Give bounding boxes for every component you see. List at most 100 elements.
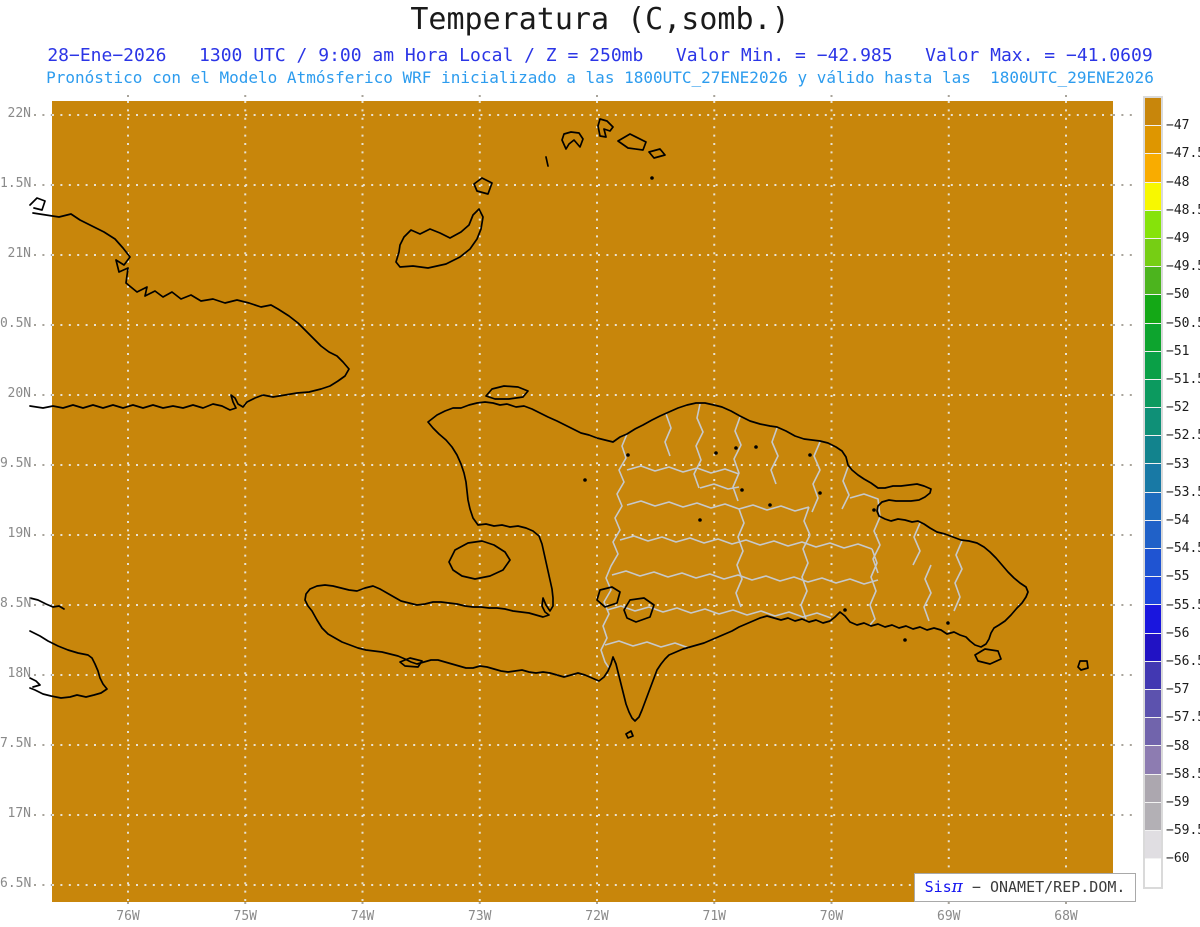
colorbar-tick-label: −48.5 [1166, 202, 1200, 218]
islet-dot [650, 176, 654, 180]
inland-lakes-outline [596, 586, 655, 623]
coastlines [29, 118, 1089, 739]
small-islands-coastline [395, 118, 1089, 739]
lon-tick-label: 75W [233, 909, 257, 924]
lat-tick-label: 21N [7, 246, 31, 261]
colorbar-cell [1145, 802, 1161, 831]
colorbar-tick-label: −47.5 [1166, 146, 1200, 162]
lat-tick-label: 0.5N [0, 316, 32, 331]
colorbar-cell [1145, 464, 1161, 493]
colorbar-cell [1145, 182, 1161, 211]
colorbar-tick-label: −49.5 [1166, 259, 1200, 275]
colorbar-tick-label: −57 [1166, 682, 1190, 698]
colorbar-tick-label: −50.5 [1166, 315, 1200, 331]
colorbar-cell [1145, 267, 1161, 296]
islet-dot [754, 445, 758, 449]
colorbar-tick-label: −49 [1166, 231, 1190, 246]
colorbar-cell [1145, 154, 1161, 183]
subtitle-model-info: Pronóstico con el Modelo Atmósferico WRF… [46, 68, 1154, 87]
colorbar-cell [1145, 210, 1161, 239]
colorbar-tick-label: −60 [1166, 851, 1190, 867]
colorbar-cell [1145, 661, 1161, 690]
colorbar-tick-label: −48 [1166, 174, 1190, 190]
colorbar-cell [1145, 605, 1161, 634]
lon-tick-label: 73W [468, 909, 492, 924]
colorbar-cell [1145, 492, 1161, 521]
colorbar-cell [1145, 746, 1161, 775]
colorbar-cell [1145, 520, 1161, 549]
lat-tick-label: 20N [7, 386, 31, 401]
colorbar-tick-label: −53 [1166, 456, 1190, 472]
islet-dot [843, 608, 847, 612]
colorbar-cell [1145, 830, 1161, 860]
lat-lon-gridlines [34, 95, 1137, 909]
lon-tick-label: 74W [350, 909, 375, 924]
lat-tick-label: 6.5N [0, 876, 32, 891]
colorbar-cell [1145, 859, 1161, 888]
colorbar-cell [1145, 633, 1161, 662]
colorbar-tick-label: −55.5 [1166, 597, 1200, 613]
lat-tick-label: 8.5N [0, 596, 32, 611]
colorbar-cell [1145, 549, 1161, 578]
subtitle-valid-time: 28−Ene−2026 1300 UTC / 9:00 am Hora Loca… [47, 45, 1153, 66]
lat-tick-label: 19N [7, 526, 31, 541]
lon-tick-label: 71W [702, 909, 726, 924]
islet-dot [698, 518, 702, 522]
colorbar-tick-label: −59.5 [1166, 823, 1200, 839]
islet-dot [903, 638, 907, 642]
islet-dot [946, 621, 950, 625]
islet-dot [872, 508, 876, 512]
pi-icon: π [951, 877, 963, 897]
colorbar-tick-label: −52.5 [1166, 428, 1200, 444]
jamaica-coastline [29, 597, 108, 699]
colorbar-tick-label: −54.5 [1166, 541, 1200, 557]
lon-tick-label: 76W [116, 909, 140, 924]
islet-dot [734, 446, 738, 450]
haiti-dr-border [600, 433, 628, 669]
lon-tick-label: 70W [819, 909, 844, 924]
colorbar-tick-label: −53.5 [1166, 484, 1200, 500]
colorbar-tick-label: −58 [1166, 738, 1190, 754]
hispaniola-coastline [304, 401, 1029, 722]
colorbar-tick-label: −54 [1166, 513, 1190, 528]
islet-dot [768, 503, 772, 507]
lon-tick-label: 72W [585, 909, 609, 924]
colorbar-cell [1145, 238, 1161, 268]
credit-box: Sisπ − ONAMET/REP.DOM. [914, 873, 1136, 902]
colorbar [1143, 96, 1163, 890]
islet-dot [740, 488, 744, 492]
lat-tick-label: 1.5N [0, 176, 32, 191]
colorbar-tick-label: −47 [1166, 118, 1190, 134]
colorbar-tick-label: −52 [1166, 400, 1190, 416]
colorbar-cell [1145, 98, 1161, 127]
colorbar-cell [1145, 774, 1161, 803]
islet-and-station-dots [583, 176, 950, 642]
lon-tick-label: 69W [937, 909, 961, 924]
lat-tick-label: 7.5N [0, 736, 32, 751]
colorbar-cell [1145, 379, 1161, 409]
map-background [52, 101, 1113, 902]
colorbar-cell [1145, 351, 1161, 380]
colorbar-cell [1145, 323, 1161, 352]
colorbar-cell [1145, 577, 1161, 606]
colorbar-cell [1145, 295, 1161, 324]
islet-dot [583, 478, 587, 482]
page-title: Temperatura (C,somb.) [410, 2, 790, 37]
lat-tick-label: 17N [7, 806, 31, 821]
lat-tick-label: 9.5N [0, 456, 32, 471]
islet-dot [808, 453, 812, 457]
colorbar-cell [1145, 436, 1161, 465]
lat-tick-label: 18N [7, 666, 31, 681]
colorbar-cell [1145, 408, 1161, 437]
colorbar-tick-label: −51.5 [1166, 372, 1200, 387]
province-borders [600, 403, 963, 669]
colorbar-tick-label: −55 [1166, 569, 1190, 585]
colorbar-tick-label: −56.5 [1166, 654, 1200, 669]
colorbar-cell [1145, 689, 1161, 719]
colorbar-tick-label: −50 [1166, 287, 1190, 303]
cuba-coastline [29, 197, 350, 411]
islet-dot [626, 453, 630, 457]
colorbar-tick-label: −56 [1166, 625, 1190, 641]
colorbar-tick-label: −57.5 [1166, 710, 1200, 726]
